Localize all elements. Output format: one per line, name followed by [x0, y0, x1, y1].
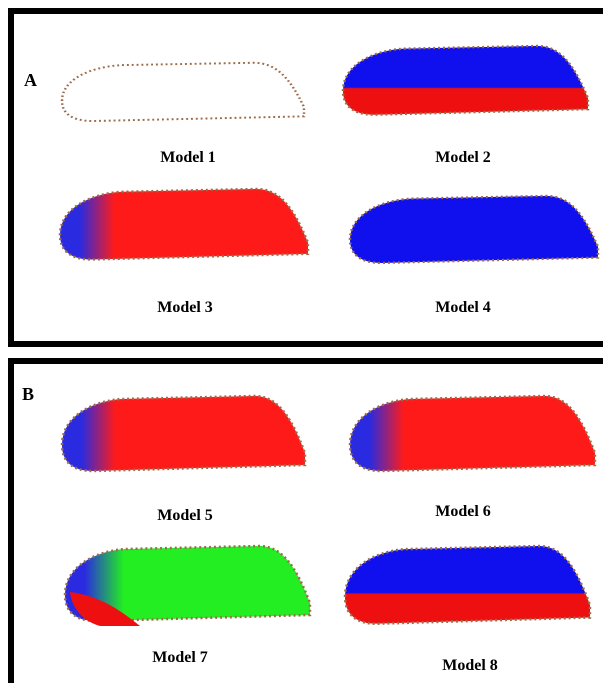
model-label: Model 1 [160, 149, 216, 166]
figure: A Model 1 Model 2 Model 3 Model 4 B Mode… [0, 0, 603, 683]
panel-label: A [24, 70, 37, 90]
model-label: Model 3 [157, 299, 213, 316]
panel-label: B [22, 384, 34, 404]
model-label: Model 8 [442, 657, 498, 674]
model-shape [350, 396, 595, 471]
model-label: Model 7 [152, 649, 208, 666]
model-shape [62, 396, 305, 471]
model-shape [62, 63, 304, 121]
panel-a: A Model 1 Model 2 Model 3 Model 4 [11, 11, 603, 344]
model-shape [350, 196, 598, 263]
model-label: Model 2 [435, 149, 491, 166]
model-label: Model 6 [435, 503, 491, 520]
model-label: Model 4 [435, 299, 491, 316]
model-shape [343, 46, 588, 115]
model-shape [345, 546, 590, 624]
panel-b: B Model 5 Model 6 Model 7 Model 8 [11, 361, 603, 683]
model-shape [60, 189, 308, 260]
model-label: Model 5 [157, 507, 213, 524]
